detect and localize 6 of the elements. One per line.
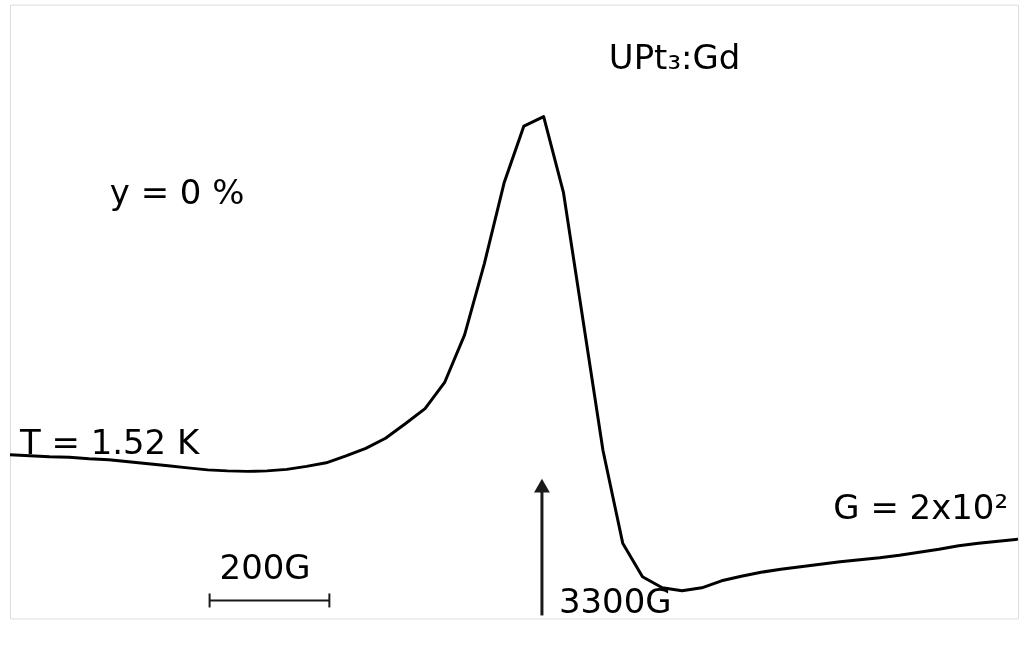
annotation: G = 2x10² [833, 487, 1009, 527]
annotation: T = 1.52 K [18, 422, 200, 462]
annotation: 3300G [558, 582, 672, 622]
annotation: 200G [219, 547, 311, 587]
annotation: y = 0 % [109, 173, 245, 213]
text: UPt₃:Gd [608, 38, 741, 78]
